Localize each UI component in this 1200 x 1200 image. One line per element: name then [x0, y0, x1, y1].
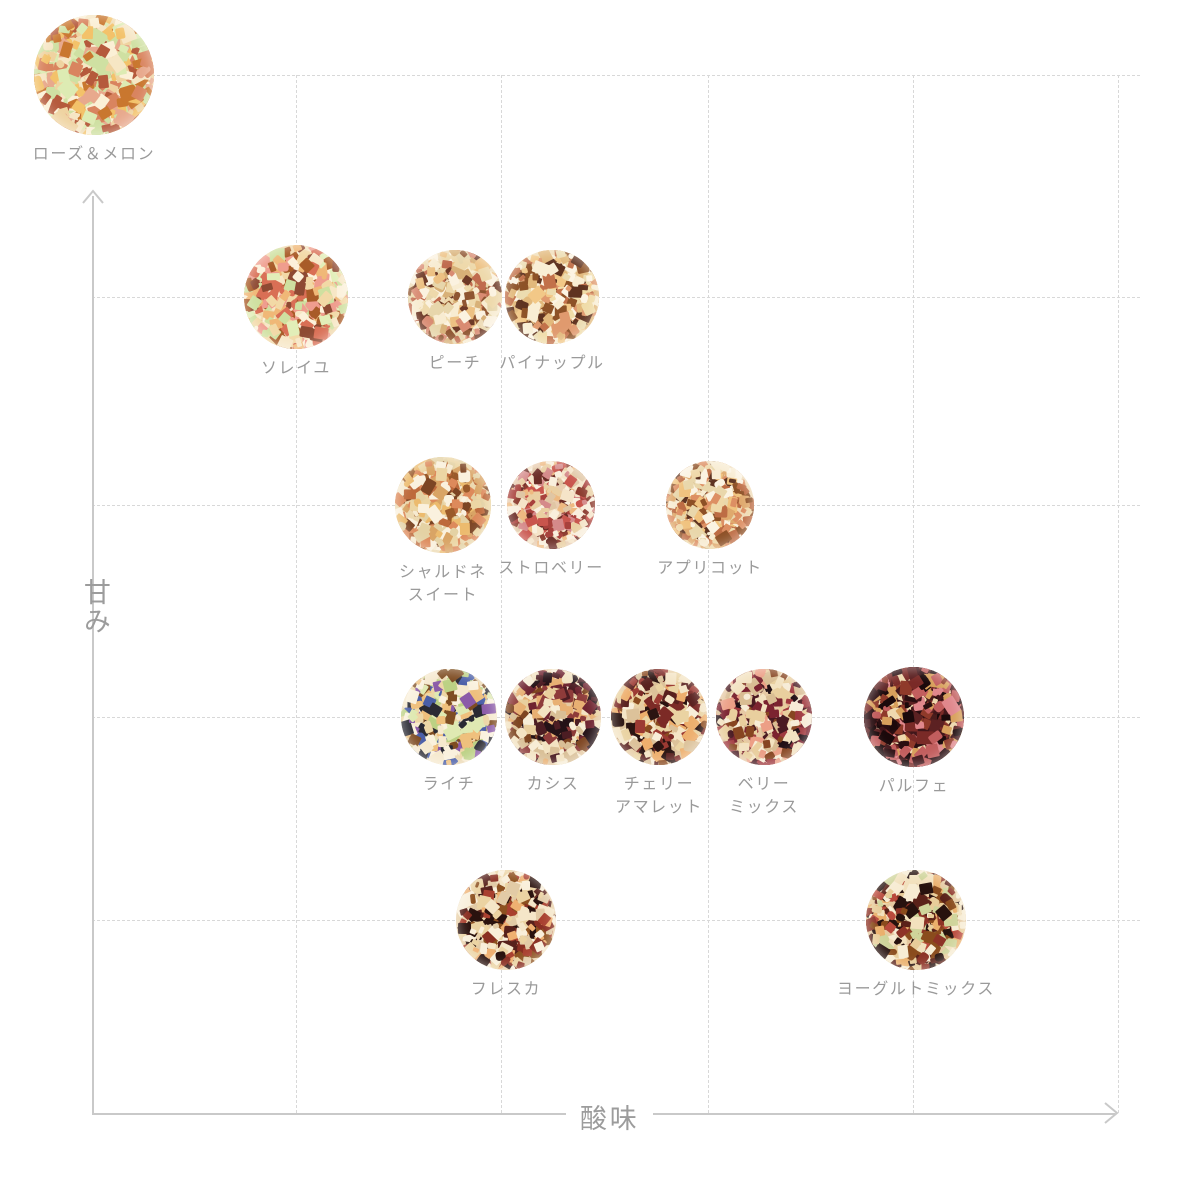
blend-photo[interactable] [611, 669, 707, 765]
blend-label: アプリコット [657, 560, 763, 577]
blend-item[interactable]: ヨーグルトミックス [831, 870, 1001, 1002]
blend-photo[interactable] [456, 870, 556, 970]
blend-label: ソレイユ [260, 360, 332, 377]
blend-photo[interactable] [505, 250, 599, 344]
blend-edge-highlight [716, 669, 812, 765]
gridline-vertical [1118, 75, 1119, 1113]
blend-item[interactable]: チェリー アマレット [574, 669, 744, 819]
blend-edge-highlight [505, 250, 599, 344]
blend-item[interactable]: アプリコット [625, 461, 795, 581]
blend-photo[interactable] [507, 461, 595, 549]
blend-label: ローズ＆メロン [32, 146, 156, 163]
blend-label: フレスカ [470, 981, 542, 998]
blend-texture [34, 15, 154, 135]
blend-texture [611, 669, 707, 765]
x-axis-label: 酸味 [566, 1097, 654, 1136]
arrow-up-icon [80, 186, 106, 212]
blend-texture [864, 667, 964, 767]
blend-item[interactable]: シャルドネ スイート [358, 457, 528, 607]
blend-photo[interactable] [505, 669, 601, 765]
blend-label: ベリー ミックス [729, 776, 799, 816]
blend-label: カシス [526, 776, 580, 793]
blend-item[interactable]: カシス [468, 669, 638, 797]
blend-label: ライチ [422, 776, 476, 793]
blend-photo[interactable] [864, 667, 964, 767]
blend-photo[interactable] [666, 461, 754, 549]
blend-item[interactable]: ライチ [364, 669, 534, 797]
blend-item[interactable]: ベリー ミックス [679, 669, 849, 819]
blend-texture [244, 245, 348, 349]
blend-label: ピーチ [428, 355, 482, 372]
blend-item[interactable]: フレスカ [421, 870, 591, 1002]
gridline-vertical [708, 75, 709, 1113]
blend-item[interactable]: ストロベリー [466, 461, 636, 581]
blend-edge-highlight [456, 870, 556, 970]
arrow-right-icon [1097, 1100, 1123, 1126]
blend-texture [716, 669, 812, 765]
gridline-horizontal [92, 75, 1140, 76]
blend-photo[interactable] [401, 669, 497, 765]
blend-label: パイナップル [499, 355, 605, 372]
blend-item[interactable]: パルフェ [829, 667, 999, 799]
blend-edge-highlight [507, 461, 595, 549]
blend-photo[interactable] [408, 250, 502, 344]
blend-photo[interactable] [395, 457, 491, 553]
blend-label: パルフェ [878, 778, 950, 795]
y-axis-line [92, 196, 94, 1115]
blend-texture [507, 461, 595, 549]
blend-texture [395, 457, 491, 553]
blend-photo[interactable] [244, 245, 348, 349]
blend-item[interactable]: ローズ＆メロン [9, 15, 179, 167]
blend-photo[interactable] [34, 15, 154, 135]
blend-label: ストロベリー [498, 560, 604, 577]
blend-label: ヨーグルトミックス [837, 981, 995, 998]
blend-edge-highlight [244, 245, 348, 349]
blend-label: シャルドネ スイート [398, 564, 487, 604]
gridline-vertical [296, 75, 297, 1113]
blend-label: チェリー アマレット [614, 776, 703, 816]
blend-photo[interactable] [866, 870, 966, 970]
blend-texture [666, 461, 754, 549]
blend-item[interactable]: ピーチ [370, 250, 540, 376]
blend-photo[interactable] [716, 669, 812, 765]
blend-item[interactable]: パイナップル [467, 250, 637, 376]
blend-edge-highlight [866, 870, 966, 970]
blend-texture [505, 250, 599, 344]
blend-texture [866, 870, 966, 970]
blend-item[interactable]: ソレイユ [211, 245, 381, 381]
blend-texture [408, 250, 502, 344]
blend-texture [505, 669, 601, 765]
blend-texture [456, 870, 556, 970]
y-axis-label: 甘み [79, 578, 110, 637]
blend-edge-highlight [666, 461, 754, 549]
blend-edge-highlight [34, 15, 154, 135]
blend-edge-highlight [864, 667, 964, 767]
